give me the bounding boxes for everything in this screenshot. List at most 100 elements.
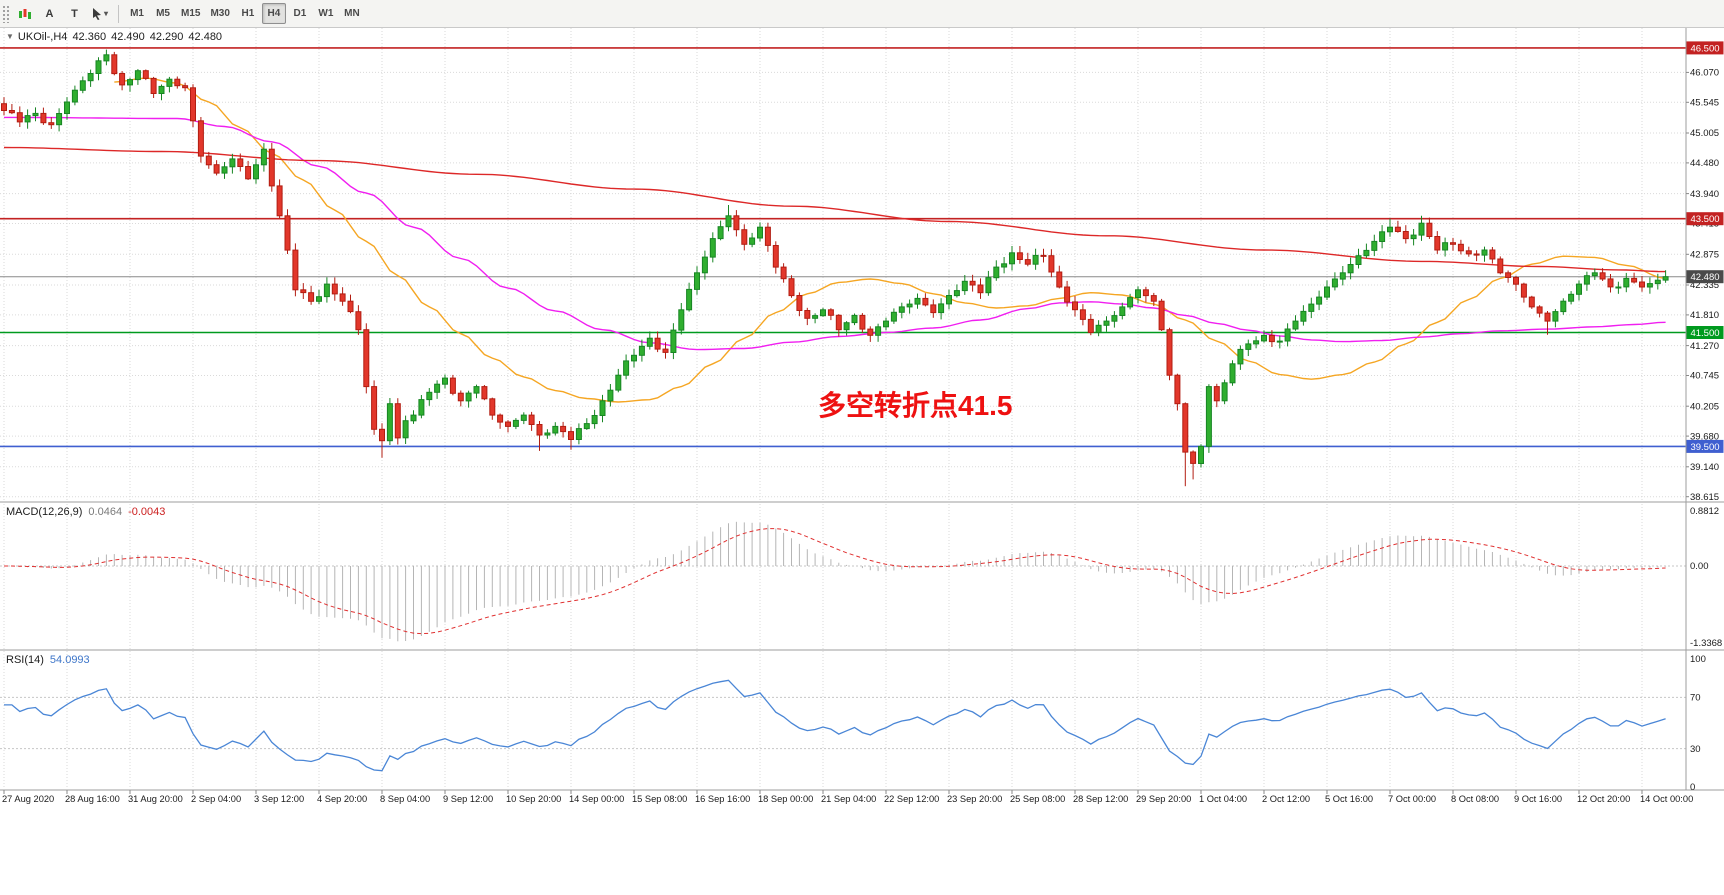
cursor-button[interactable]: ▾: [88, 3, 112, 24]
macd-signal-value: -0.0043: [128, 506, 166, 518]
timeframe-button-m5[interactable]: M5: [151, 3, 175, 24]
price-axis-label: 42.335: [1690, 280, 1719, 291]
time-axis-label: 10 Sep 20:00: [506, 794, 561, 804]
macd-signal-line: [4, 528, 1666, 635]
price-badge-label: 42.480: [1690, 272, 1719, 283]
price-badge-39.500: [1686, 439, 1724, 453]
chart-annotation: 多空转折点41.5: [818, 390, 1013, 421]
time-axis-label: 21 Sep 04:00: [821, 794, 876, 804]
ma-fast-orange: [114, 77, 1666, 403]
time-axis-label: 22 Sep 12:00: [884, 794, 939, 804]
chart-type-button[interactable]: [13, 3, 36, 24]
time-axis-label: 8 Sep 04:00: [380, 794, 430, 804]
macd-axis-label: 0.00: [1690, 561, 1709, 572]
time-axis-label: 18 Sep 00:00: [758, 794, 813, 804]
price-axis-label: 41.270: [1690, 341, 1719, 352]
rsi-axis-label: 70: [1690, 693, 1701, 704]
time-axis-label: 12 Oct 20:00: [1577, 794, 1630, 804]
price-axis-label: 40.745: [1690, 371, 1719, 382]
toolbar-separator: [118, 4, 120, 23]
macd-main-value: 0.0464: [88, 506, 123, 518]
timeframe-group: M1 M5 M15 M30 H1 H4 D1 W1 MN: [124, 3, 365, 24]
toolbar: A T ▾ M1 M5 M15 M30 H1 H4 D1 W1 MN: [0, 0, 1724, 28]
price-badge-label: 39.500: [1690, 442, 1719, 453]
timeframe-button-h1[interactable]: H1: [236, 3, 260, 24]
price-axis-label: 40.205: [1690, 401, 1719, 412]
text-t-button[interactable]: T: [63, 3, 86, 24]
time-axis-label: 5 Oct 16:00: [1325, 794, 1373, 804]
price-axis-label: 45.545: [1690, 98, 1719, 109]
macd-axis-label: -1.3368: [1690, 638, 1722, 649]
timeframe-button-mn[interactable]: MN: [340, 3, 364, 24]
ohlc-low: 42.290: [149, 31, 184, 43]
time-axis-label: 14 Oct 00:00: [1640, 794, 1693, 804]
macd-label: MACD(12,26,9) 0.0464 -0.0043: [6, 506, 171, 518]
cursor-icon: [93, 7, 101, 20]
ohlc-high: 42.490: [111, 31, 145, 43]
time-axis-label: 2 Sep 04:00: [191, 794, 241, 804]
time-axis-label: 23 Sep 20:00: [947, 794, 1002, 804]
time-axis-label: 9 Sep 12:00: [443, 794, 493, 804]
text-a-button[interactable]: A: [38, 3, 61, 24]
time-axis-label: 27 Aug 2020: [2, 794, 54, 804]
price-axis-label: 45.005: [1690, 128, 1719, 139]
timeframe-button-h4[interactable]: H4: [261, 3, 286, 24]
price-axis-label: 39.140: [1690, 462, 1719, 473]
price-badge-label: 41.500: [1690, 328, 1719, 339]
time-axis-label: 16 Sep 16:00: [695, 794, 750, 804]
price-badge-43.500: [1686, 212, 1724, 226]
price-axis-label: 38.615: [1690, 492, 1719, 503]
price-axis-label: 42.875: [1690, 250, 1719, 261]
price-axis[interactable]: 46.07045.54545.00544.48043.94043.41542.8…: [1686, 41, 1724, 503]
timeframe-button-m1[interactable]: M1: [125, 3, 149, 24]
panel-separators[interactable]: [0, 28, 1724, 791]
price-axis-label: 41.810: [1690, 310, 1719, 321]
rsi-axis-label: 30: [1690, 744, 1701, 755]
time-axis-label: 29 Sep 20:00: [1136, 794, 1191, 804]
dropdown-caret-icon: ▾: [104, 9, 109, 18]
rsi-label: RSI(14) 54.0993: [6, 654, 96, 666]
macd-axis-label: 0.8812: [1690, 506, 1719, 517]
time-axis-label: 28 Sep 12:00: [1073, 794, 1128, 804]
time-axis-label: 25 Sep 08:00: [1010, 794, 1065, 804]
candles: [1, 49, 1669, 487]
rsi-axis-label: 100: [1690, 654, 1706, 665]
time-axis-label: 14 Sep 00:00: [569, 794, 624, 804]
chart-title: ▼ UKOil-,H4 42.360 42.490 42.290 42.480: [6, 31, 227, 43]
price-badge-label: 46.500: [1690, 43, 1719, 54]
horizontal-lines[interactable]: [0, 47, 1686, 448]
macd-histogram: [11, 521, 1667, 642]
price-badge-41.500: [1686, 326, 1724, 339]
time-axis-label: 1 Oct 04:00: [1199, 794, 1247, 804]
time-axis-label: 2 Oct 12:00: [1262, 794, 1310, 804]
time-axis-label: 28 Aug 16:00: [65, 794, 120, 804]
timeframe-button-d1[interactable]: D1: [288, 3, 312, 24]
ohlc-open: 42.360: [72, 31, 107, 43]
time-axis-label: 3 Sep 12:00: [254, 794, 304, 804]
indicator-axes: 0.8812 0.00 -1.3368 100 70 30 0: [1690, 506, 1722, 793]
price-badge-46.500: [1686, 41, 1724, 55]
rsi-value: 54.0993: [49, 654, 90, 666]
time-axis-label: 31 Aug 20:00: [128, 794, 183, 804]
timeframe-button-w1[interactable]: W1: [314, 3, 338, 24]
ma-mid-magenta: [4, 116, 1666, 351]
chart-dropdown-icon[interactable]: ▼: [6, 32, 14, 41]
grid: [0, 28, 1686, 789]
ma-slow-red: [3, 146, 1666, 273]
candlestick-chart-icon: [18, 8, 31, 19]
rsi-line: [4, 679, 1666, 772]
timeframe-button-m15[interactable]: M15: [177, 3, 204, 24]
macd-name: MACD(12,26,9): [6, 506, 83, 518]
time-axis-label: 8 Oct 08:00: [1451, 794, 1499, 804]
moving-averages: [3, 77, 1666, 403]
time-axis-label: 4 Sep 20:00: [317, 794, 367, 804]
time-axis-label: 9 Oct 16:00: [1514, 794, 1562, 804]
ohlc-close: 42.480: [188, 31, 223, 43]
price-axis-label: 44.480: [1690, 158, 1719, 169]
time-axis[interactable]: 27 Aug 2020 28 Aug 16:00 31 Aug 20:00 2 Sep…: [2, 790, 1693, 804]
timeframe-button-m30[interactable]: M30: [206, 3, 233, 24]
price-badge-label: 43.500: [1690, 214, 1719, 225]
toolbar-grip[interactable]: [2, 4, 9, 23]
price-axis-label: 39.680: [1690, 431, 1719, 442]
